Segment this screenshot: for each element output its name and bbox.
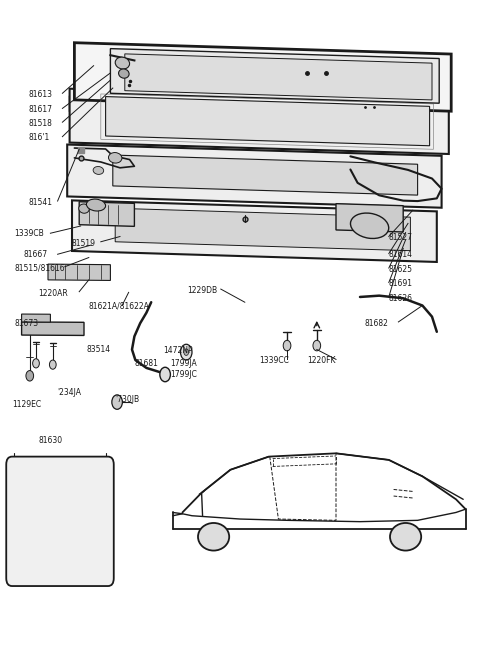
Ellipse shape [198,523,229,551]
Polygon shape [67,145,442,208]
Text: 81621A/81622A: 81621A/81622A [89,302,150,311]
Text: 1799JC: 1799JC [170,370,197,379]
Text: 1339CC: 1339CC [259,355,289,365]
Circle shape [49,360,56,369]
Circle shape [33,359,39,368]
Text: 1339CB: 1339CB [14,229,44,238]
Ellipse shape [79,204,89,214]
Text: '234JA: '234JA [58,388,82,397]
Text: 816'1: 816'1 [29,133,50,143]
Text: 1220AR: 1220AR [38,288,68,298]
Polygon shape [22,322,84,336]
Text: '730JB: '730JB [115,395,139,404]
Polygon shape [22,314,50,322]
Ellipse shape [119,69,129,78]
Text: 1229DB: 1229DB [187,286,217,295]
Polygon shape [79,202,134,227]
Ellipse shape [115,57,130,69]
Text: 81614: 81614 [389,250,413,260]
Text: 81626: 81626 [389,294,413,303]
Text: 81613: 81613 [29,90,53,99]
Ellipse shape [93,166,104,174]
Text: 81515/81616: 81515/81616 [14,263,65,273]
Polygon shape [125,54,432,100]
Polygon shape [113,155,418,195]
Text: 81617: 81617 [29,105,53,114]
Text: 81682: 81682 [365,319,389,328]
Text: 1799JA: 1799JA [170,359,197,369]
Circle shape [26,371,34,381]
Polygon shape [115,208,410,251]
Circle shape [180,344,192,360]
Polygon shape [70,97,444,122]
Polygon shape [72,200,437,262]
Text: 81625: 81625 [389,265,413,274]
Polygon shape [74,43,451,111]
Polygon shape [106,97,430,146]
Text: 83514: 83514 [86,345,110,354]
Polygon shape [336,204,403,232]
Ellipse shape [108,152,122,163]
FancyBboxPatch shape [6,457,114,586]
Text: 81518: 81518 [29,119,53,128]
Polygon shape [70,89,449,154]
Polygon shape [48,264,110,281]
Ellipse shape [350,213,389,238]
Text: 81630: 81630 [38,436,62,445]
Ellipse shape [86,199,106,211]
Circle shape [283,340,291,351]
Circle shape [160,367,170,382]
Text: 1472NP: 1472NP [163,346,193,355]
Text: 81667: 81667 [24,250,48,260]
Text: 81673: 81673 [14,319,38,328]
Polygon shape [110,49,439,103]
Text: 81541: 81541 [29,198,53,207]
Circle shape [313,340,321,351]
Text: 81681: 81681 [134,359,158,369]
Circle shape [184,349,189,355]
Ellipse shape [390,523,421,551]
Text: 1129EC: 1129EC [12,400,41,409]
Text: 81691: 81691 [389,279,413,288]
Text: 81527: 81527 [389,233,413,242]
Text: 1220FK: 1220FK [307,355,336,365]
Text: 81519: 81519 [72,238,96,248]
Circle shape [112,395,122,409]
